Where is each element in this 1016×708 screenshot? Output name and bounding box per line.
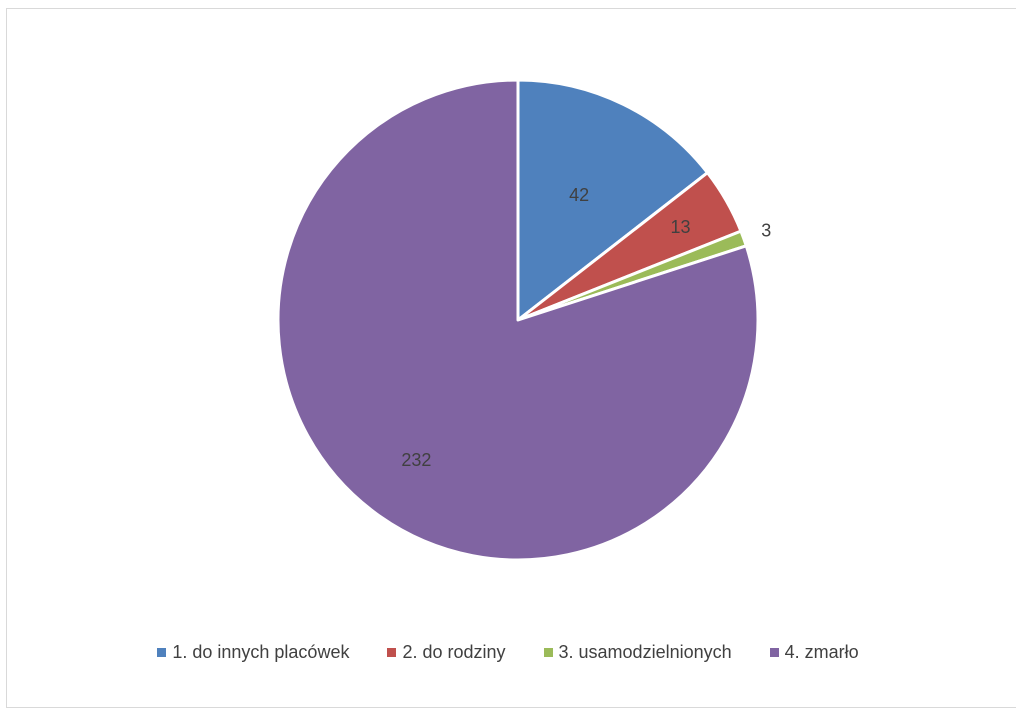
legend-item-family: 2. do rodziny bbox=[387, 641, 506, 663]
slice-other-facilities bbox=[516, 78, 709, 322]
data-label-other-facilities: 42 bbox=[569, 185, 589, 205]
legend-item-other-facilities: 1. do innych placówek bbox=[157, 642, 349, 663]
data-label-family: 13 bbox=[670, 217, 690, 237]
pie-chart: 42 13 3 232 bbox=[276, 78, 771, 562]
slice-died bbox=[276, 78, 760, 562]
pie-slices bbox=[276, 78, 760, 562]
legend-swatch bbox=[387, 647, 397, 657]
legend-label: 3. usamodzielnionych bbox=[558, 641, 732, 662]
legend-item-independent: 3. usamodzielnionych bbox=[543, 641, 732, 663]
pie-data-labels: 42 13 3 232 bbox=[401, 185, 771, 470]
chart-legend: 1. do innych placówek 2. do rodziny 3. u… bbox=[0, 637, 1016, 667]
legend-swatch bbox=[769, 647, 779, 657]
legend-swatch bbox=[543, 647, 553, 657]
legend-swatch bbox=[157, 647, 167, 657]
data-label-died: 232 bbox=[401, 450, 431, 470]
legend-label: 2. do rodziny bbox=[402, 641, 506, 662]
legend-label: 4. zmarło bbox=[784, 641, 859, 662]
data-label-independent: 3 bbox=[761, 220, 771, 240]
legend-label: 1. do innych placówek bbox=[172, 641, 350, 662]
legend-item-died: 4. zmarło bbox=[769, 641, 859, 663]
